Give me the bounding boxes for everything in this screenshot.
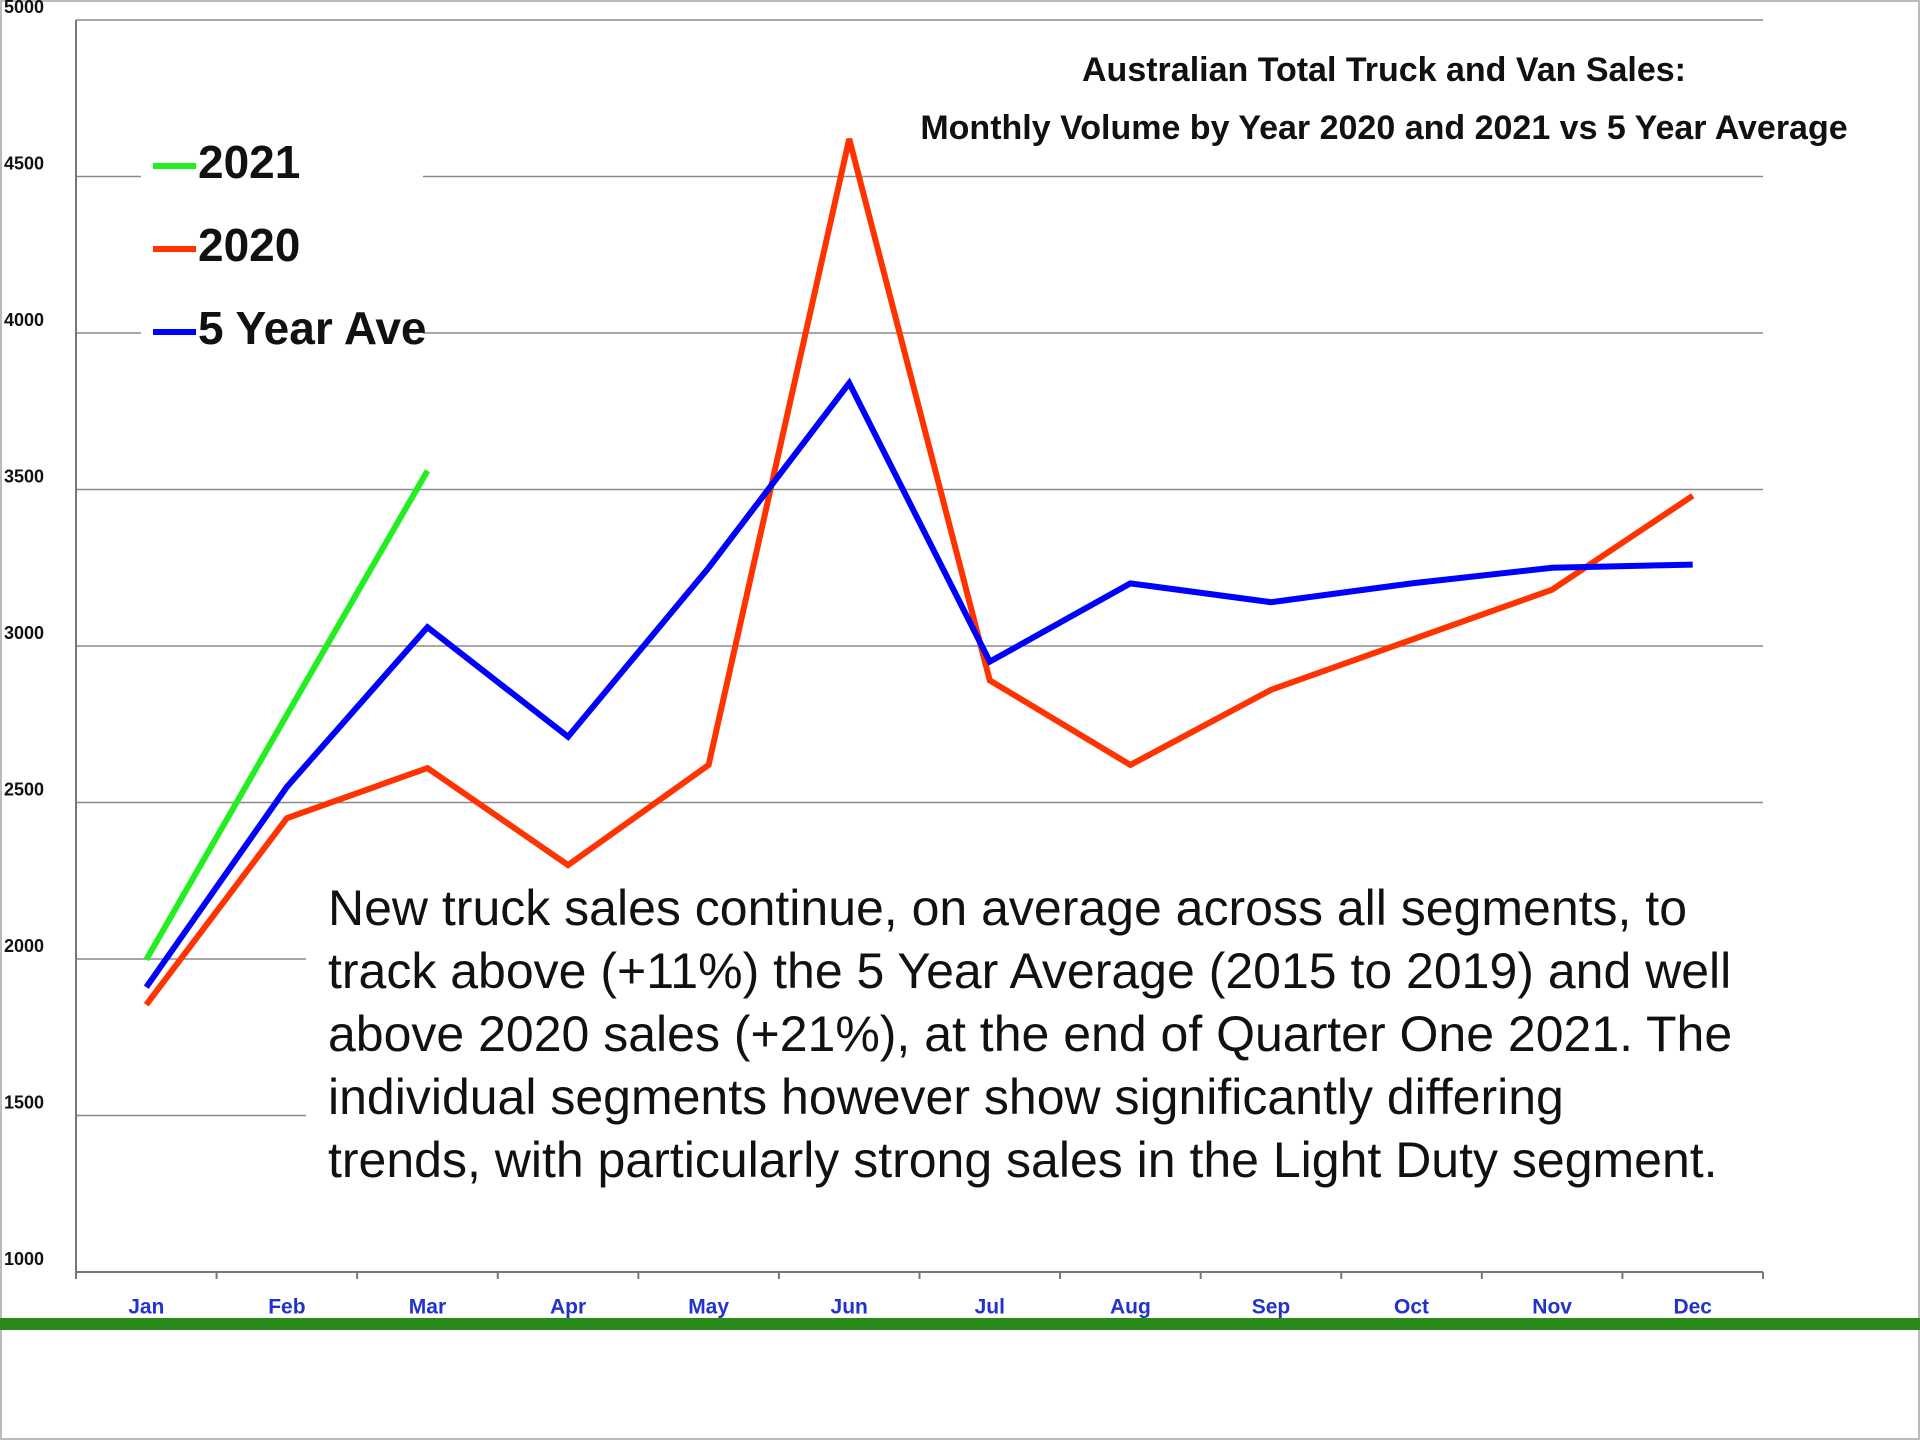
series-line [143, 138, 1695, 1007]
y-tick-label: 4000 [4, 310, 44, 330]
y-tick-label: 2000 [4, 936, 44, 956]
y-tick-label: 1500 [4, 1092, 44, 1112]
footer-bar [0, 1318, 1920, 1330]
chart-title: Australian Total Truck and Van Sales: [1082, 51, 1686, 89]
y-tick-label: 3500 [4, 466, 44, 486]
lines-layer [143, 138, 1695, 1007]
y-tick-label: 2500 [4, 779, 44, 799]
series-line [143, 469, 431, 962]
x-tick-label: Jan [128, 1296, 164, 1319]
legend-label: 2020 [198, 219, 300, 271]
x-tick-label: Dec [1673, 1296, 1712, 1319]
annotation: trends, with particularly strong sales i… [328, 1132, 1718, 1188]
legend-label: 5 Year Ave [198, 302, 427, 354]
y-tick-label: 1000 [4, 1249, 44, 1269]
x-tick-label: Jul [975, 1296, 1005, 1319]
x-tick-label: Nov [1532, 1296, 1572, 1319]
x-tick-label: Feb [268, 1296, 305, 1319]
annotation: individual segments however show signifi… [328, 1069, 1564, 1125]
chart-title: Monthly Volume by Year 2020 and 2021 vs … [920, 109, 1847, 147]
x-tick-label: May [688, 1296, 729, 1319]
y-tick-label: 4500 [4, 153, 44, 173]
annotation: track above (+11%) the 5 Year Average (2… [328, 943, 1731, 999]
x-tick-label: Sep [1252, 1296, 1291, 1319]
series-line [143, 377, 1693, 989]
x-tick-label: Aug [1110, 1296, 1151, 1319]
legend-label: 2021 [198, 136, 300, 188]
annotation: New truck sales continue, on average acr… [328, 880, 1687, 936]
grid-layer: 1000 1500 2000 2500 3000 3500 4000 4500 5000 [4, 0, 1764, 1279]
x-tick-label: Oct [1394, 1296, 1429, 1319]
x-tick-label: Mar [409, 1296, 446, 1319]
y-tick-label: 5000 [4, 0, 44, 17]
y-tick-label: 3000 [4, 623, 44, 643]
annotation: above 2020 sales (+21%), at the end of Q… [328, 1006, 1732, 1062]
annotation-box [306, 895, 1836, 1215]
x-tick-label: Jun [831, 1296, 868, 1319]
x-tick-label: Apr [550, 1296, 586, 1319]
